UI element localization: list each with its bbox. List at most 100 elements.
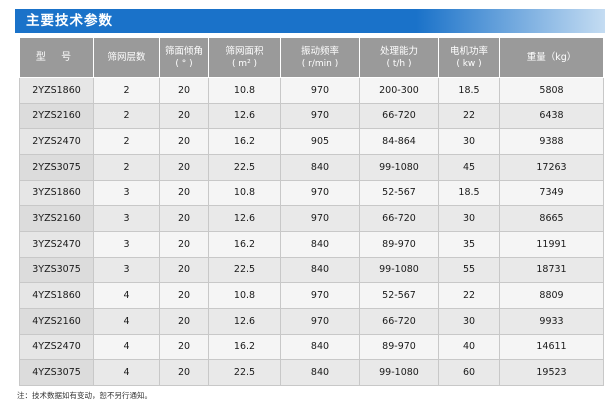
cell-capacity: 66-720 — [359, 102, 439, 130]
cell-capacity: 99-1080 — [359, 153, 439, 181]
cell-frequency: 905 — [280, 128, 360, 155]
cell-model: 4YZS2470 — [19, 333, 94, 361]
cell-weight: 9388 — [499, 128, 604, 155]
column-header-label: 振动频率 — [300, 45, 339, 57]
cell-capacity: 89-970 — [359, 230, 439, 258]
cell-frequency: 840 — [280, 153, 360, 181]
cell-weight: 5808 — [499, 77, 604, 104]
cell-weight: 8665 — [499, 205, 604, 232]
cell-frequency: 970 — [280, 179, 360, 207]
cell-power: 55 — [438, 256, 500, 284]
footnote: 注：技术数据如有变动，恕不另行通知。 — [17, 391, 152, 400]
table-row: 3YZS3075 3 20 22.5 840 99-1080 55 18731 — [19, 256, 604, 284]
cell-frequency: 840 — [280, 230, 360, 258]
cell-layers: 4 — [93, 307, 160, 335]
cell-layers: 3 — [93, 205, 160, 232]
column-header-unit: ( t/h ) — [386, 58, 412, 69]
cell-power: 18.5 — [438, 179, 500, 207]
cell-weight: 19523 — [499, 359, 604, 386]
column-header-label: 处理能力 — [379, 45, 418, 57]
column-header-label: 筛面倾角 — [164, 45, 203, 57]
column-header-label: 电机功率 — [449, 45, 488, 57]
cell-angle: 20 — [159, 77, 209, 104]
column-header-power: 电机功率 ( kw ) — [438, 37, 500, 78]
cell-angle: 20 — [159, 153, 209, 181]
cell-capacity: 99-1080 — [359, 256, 439, 284]
column-header-layers: 筛网层数 — [93, 37, 160, 78]
cell-weight: 18731 — [499, 256, 604, 284]
cell-model: 3YZS2160 — [19, 205, 94, 232]
table-row: 4YZS2470 4 20 16.2 840 89-970 40 14611 — [19, 333, 604, 361]
cell-model: 2YZS2160 — [19, 102, 94, 130]
cell-power: 30 — [438, 307, 500, 335]
column-header-label: 筛网层数 — [107, 52, 146, 63]
table-row: 3YZS1860 3 20 10.8 970 52-567 18.5 7349 — [19, 179, 604, 207]
cell-model: 2YZS3075 — [19, 153, 94, 181]
cell-area: 16.2 — [208, 128, 281, 155]
cell-frequency: 970 — [280, 102, 360, 130]
cell-capacity: 200-300 — [359, 77, 439, 104]
cell-angle: 20 — [159, 282, 209, 309]
column-header-angle: 筛面倾角 ( ° ) — [159, 37, 209, 78]
cell-area: 10.8 — [208, 282, 281, 309]
cell-capacity: 66-720 — [359, 205, 439, 232]
column-header-area: 筛网面积 ( m² ) — [208, 37, 281, 78]
column-header-unit: ( ° ) — [175, 58, 193, 69]
cell-weight: 7349 — [499, 179, 604, 207]
column-header-label: 筛网面积 — [225, 45, 264, 57]
cell-model: 3YZS2470 — [19, 230, 94, 258]
cell-layers: 3 — [93, 179, 160, 207]
table-row: 2YZS1860 2 20 10.8 970 200-300 18.5 5808 — [19, 77, 604, 104]
cell-layers: 3 — [93, 230, 160, 258]
cell-weight: 17263 — [499, 153, 604, 181]
section-title: 主要技术参数 — [26, 13, 113, 29]
cell-angle: 20 — [159, 179, 209, 207]
cell-weight: 9933 — [499, 307, 604, 335]
cell-weight: 14611 — [499, 333, 604, 361]
cell-layers: 4 — [93, 359, 160, 386]
cell-model: 2YZS1860 — [19, 77, 94, 104]
cell-angle: 20 — [159, 205, 209, 232]
column-header-weight: 重量（kg） — [499, 37, 604, 78]
cell-angle: 20 — [159, 102, 209, 130]
cell-weight: 6438 — [499, 102, 604, 130]
cell-power: 60 — [438, 359, 500, 386]
spec-table: 型 号 筛网层数 筛面倾角 ( ° ) 筛网面积 ( m² ) 振动频率 ( r… — [19, 37, 604, 386]
cell-weight: 11991 — [499, 230, 604, 258]
cell-power: 22 — [438, 282, 500, 309]
cell-area: 22.5 — [208, 153, 281, 181]
cell-weight: 8809 — [499, 282, 604, 309]
table-row: 2YZS3075 2 20 22.5 840 99-1080 45 17263 — [19, 153, 604, 181]
cell-area: 10.8 — [208, 179, 281, 207]
cell-area: 22.5 — [208, 359, 281, 386]
cell-model: 2YZS2470 — [19, 128, 94, 155]
column-header-unit: ( r/min ) — [301, 58, 339, 69]
cell-power: 18.5 — [438, 77, 500, 104]
cell-angle: 20 — [159, 333, 209, 361]
cell-power: 30 — [438, 128, 500, 155]
table-row: 4YZS1860 4 20 10.8 970 52-567 22 8809 — [19, 282, 604, 309]
table-row: 3YZS2470 3 20 16.2 840 89-970 35 11991 — [19, 230, 604, 258]
cell-area: 12.6 — [208, 102, 281, 130]
column-header-unit: ( kw ) — [456, 58, 482, 69]
column-header-label: 型 号 — [35, 52, 78, 63]
cell-power: 45 — [438, 153, 500, 181]
cell-frequency: 970 — [280, 77, 360, 104]
table-row: 2YZS2160 2 20 12.6 970 66-720 22 6438 — [19, 102, 604, 130]
cell-area: 10.8 — [208, 77, 281, 104]
cell-power: 35 — [438, 230, 500, 258]
cell-angle: 20 — [159, 359, 209, 386]
table-row: 4YZS3075 4 20 22.5 840 99-1080 60 19523 — [19, 359, 604, 386]
cell-model: 3YZS3075 — [19, 256, 94, 284]
cell-layers: 2 — [93, 128, 160, 155]
title-bar: 主要技术参数 — [15, 9, 605, 33]
cell-layers: 4 — [93, 282, 160, 309]
cell-area: 22.5 — [208, 256, 281, 284]
column-header-label: 重量（kg） — [526, 52, 577, 63]
column-header-frequency: 振动频率 ( r/min ) — [280, 37, 360, 78]
cell-capacity: 89-970 — [359, 333, 439, 361]
cell-frequency: 840 — [280, 256, 360, 284]
cell-capacity: 84-864 — [359, 128, 439, 155]
cell-angle: 20 — [159, 256, 209, 284]
cell-layers: 2 — [93, 102, 160, 130]
